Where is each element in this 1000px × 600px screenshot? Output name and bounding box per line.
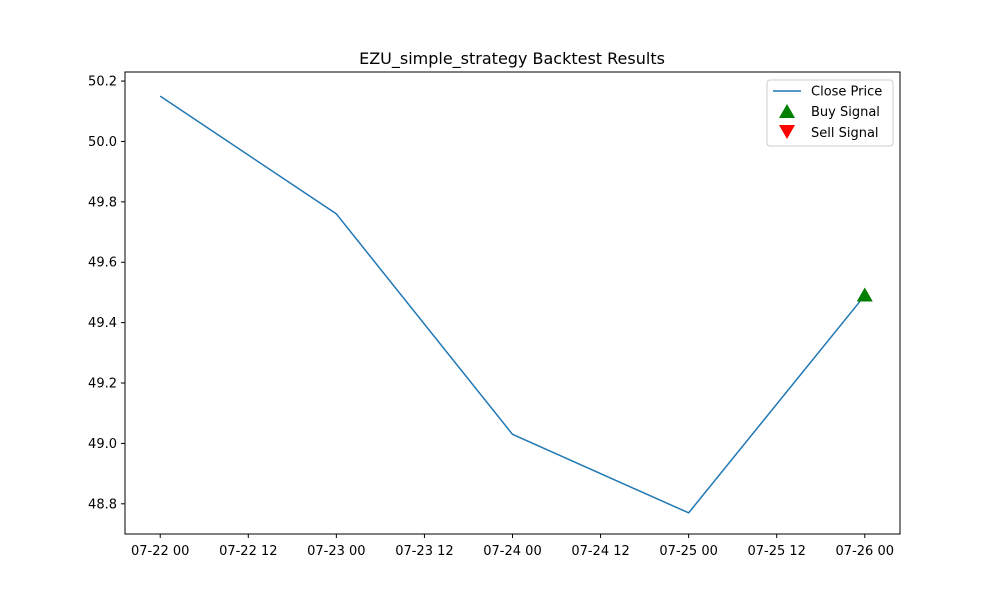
y-tick-label: 49.8 [88, 195, 117, 210]
buy-signal-marker [856, 287, 873, 302]
buy-signal-legend-icon [779, 104, 795, 118]
legend-label-buy-signal: Buy Signal [811, 105, 880, 120]
x-tick-label: 07-23 12 [395, 544, 453, 559]
y-tick-label: 49.4 [88, 316, 117, 331]
y-tick-label: 50.2 [88, 75, 117, 90]
close-price-line [159, 95, 866, 514]
axes: 07-22 00 07-22 12 07-23 00 07-23 12 07-24 00… [88, 71, 901, 559]
y-tick-label: 49.0 [88, 437, 117, 452]
legend-label-sell-signal: Sell Signal [811, 126, 879, 141]
x-tick-label: 07-22 00 [131, 544, 189, 559]
chart-title: EZU_simple_strategy Backtest Results [359, 49, 665, 69]
x-tick-label: 07-26 00 [836, 544, 894, 559]
y-tick-label: 48.8 [88, 497, 117, 512]
x-tick-label: 07-24 00 [483, 544, 541, 559]
x-tick-label: 07-24 12 [571, 544, 629, 559]
x-tick-label: 07-25 00 [659, 544, 717, 559]
x-tick-label: 07-22 12 [219, 544, 277, 559]
legend: Close Price Buy Signal Sell Signal [766, 79, 894, 147]
y-tick-label: 49.6 [88, 256, 117, 271]
sell-signal-legend-icon [779, 125, 795, 139]
y-tick-label: 50.0 [88, 135, 117, 150]
x-tick-label: 07-23 00 [307, 544, 365, 559]
legend-frame [766, 79, 894, 147]
x-tick-label: 07-25 12 [747, 544, 805, 559]
plot-area [159, 95, 873, 514]
y-tick-label: 49.2 [88, 377, 117, 392]
legend-label-close-price: Close Price [811, 85, 882, 100]
